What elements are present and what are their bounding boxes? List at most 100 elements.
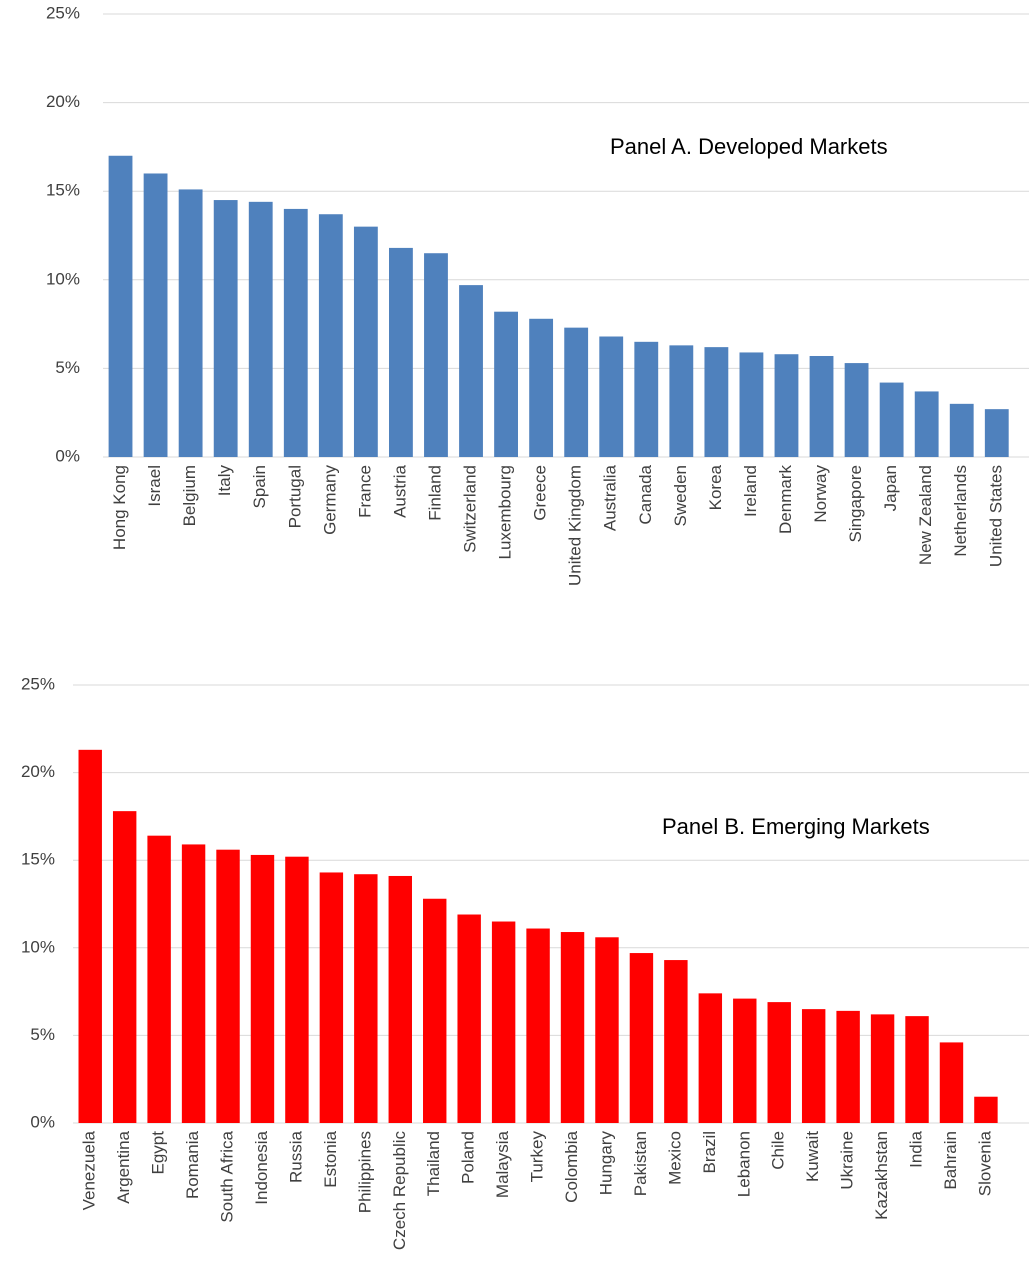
x-tick-label: Kazakhstan [872,1131,891,1220]
x-tick-label: Japan [881,465,900,511]
y-tick-label: 0% [30,1112,55,1131]
bar [698,993,723,1123]
x-tick-label: Turkey [528,1131,547,1183]
x-tick-label: United Kingdom [566,465,585,586]
bar [424,253,448,457]
x-tick-label: India [907,1130,926,1167]
x-tick-label: Spain [250,465,269,508]
bar [870,1014,895,1123]
x-tick-label: Pakistan [631,1131,650,1196]
x-tick-label: Singapore [846,465,865,543]
x-tick-label: France [355,465,374,518]
x-tick-label: Finland [425,465,444,521]
bar [767,1002,791,1123]
y-tick-label: 25% [21,674,55,693]
x-tick-label: Russia [286,1130,305,1183]
bar [844,363,869,457]
bar [216,849,240,1123]
x-tick-label: Hong Kong [110,465,129,550]
bar [423,898,447,1123]
bar [457,914,481,1123]
bar [353,226,378,457]
bar [664,960,688,1123]
bar [733,998,757,1123]
x-tick-label: Lebanon [734,1131,753,1197]
bar [78,749,102,1123]
bar [949,403,974,457]
bar [491,921,516,1123]
x-tick-label: Venezuela [80,1130,99,1210]
x-tick-label: Norway [811,465,830,523]
x-tick-label: Kuwait [803,1131,822,1182]
bar [285,856,309,1123]
x-tick-label: Slovenia [975,1130,994,1196]
x-tick-label: South Africa [218,1130,237,1222]
y-tick-label: 5% [55,358,80,377]
y-tick-label: 25% [46,3,80,22]
x-tick-label: Canada [636,464,655,524]
y-tick-label: 15% [46,181,80,200]
bar [108,155,133,457]
bar [905,1016,929,1123]
x-tick-label: Austria [390,464,409,517]
x-tick-label: Brazil [700,1131,719,1174]
bar [974,1096,998,1123]
x-tick-label: Poland [459,1131,478,1184]
bar [801,1009,826,1123]
bar [984,409,1009,457]
bar [526,928,550,1123]
x-tick-label: Luxembourg [496,465,515,560]
panel-annotation: Panel B. Emerging Markets [662,814,930,839]
y-tick-label: 10% [46,269,80,288]
bar [595,937,619,1123]
bar [809,355,834,457]
bar [599,336,624,457]
x-tick-label: Australia [601,464,620,531]
x-tick-label: Ireland [741,465,760,517]
x-tick-label: Denmark [776,465,795,534]
x-tick-label: Belgium [180,465,199,526]
bar [939,1042,964,1123]
bar [774,354,799,457]
y-tick-label: 20% [21,762,55,781]
bar [494,311,518,457]
bar [879,382,904,457]
bar [836,1010,860,1123]
x-tick-label: United States [986,465,1005,567]
x-tick-label: Thailand [424,1131,443,1196]
x-tick-label: Hungary [596,1131,615,1196]
x-tick-label: Indonesia [252,1130,271,1204]
y-tick-label: 0% [55,446,80,465]
bar [914,391,939,457]
x-tick-label: Czech Republic [390,1131,409,1251]
x-tick-label: Israel [145,465,164,507]
y-tick-label: 15% [21,850,55,869]
x-tick-label: Malaysia [493,1130,512,1198]
y-tick-label: 5% [30,1025,55,1044]
x-tick-label: Bahrain [941,1131,960,1190]
bar [669,345,694,457]
bar [354,874,378,1123]
bar [459,285,483,457]
panel-annotation: Panel A. Developed Markets [610,134,888,159]
x-tick-label: Italy [215,465,234,497]
x-tick-label: Switzerland [461,465,480,553]
x-tick-label: Netherlands [951,465,970,557]
bar [564,327,589,457]
bar [213,200,238,457]
bar [739,352,764,457]
x-tick-label: Philippines [355,1131,374,1213]
bar [250,854,275,1123]
y-tick-label: 20% [46,92,80,111]
bar [629,953,654,1123]
x-tick-label: Argentina [114,1130,133,1203]
x-tick-label: Greece [531,465,550,521]
x-tick-label: New Zealand [916,465,935,565]
y-tick-label: 10% [21,937,55,956]
x-tick-label: Colombia [562,1130,581,1202]
bar [112,811,137,1123]
bar [634,341,659,457]
x-tick-label: Korea [706,464,725,510]
bar [388,875,412,1123]
